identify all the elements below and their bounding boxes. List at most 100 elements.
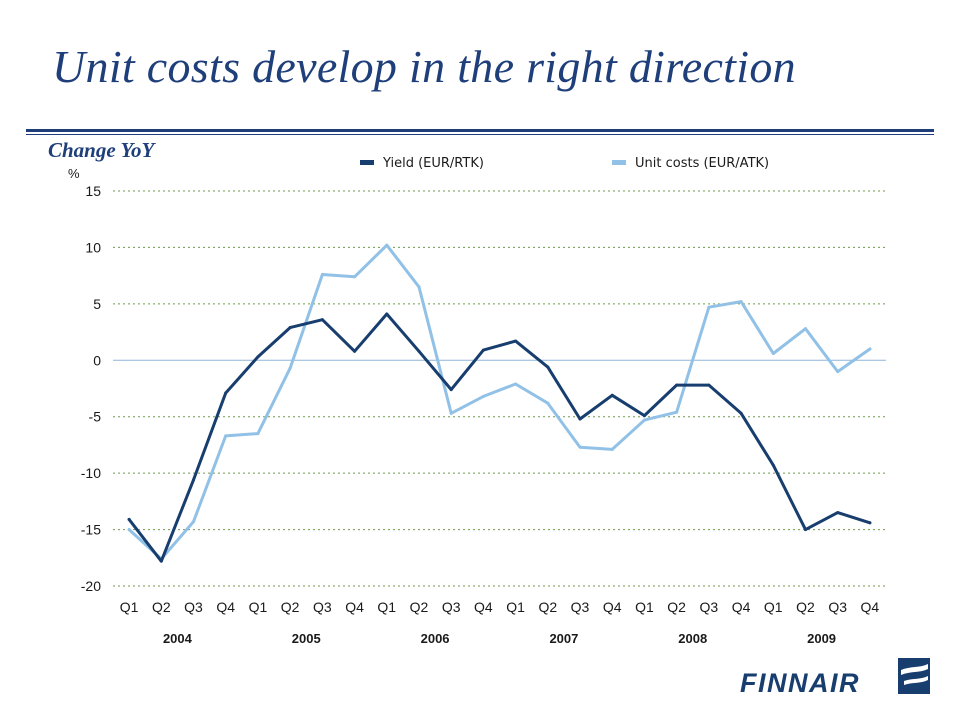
data-point — [675, 383, 679, 387]
y-axis-unit: % — [68, 166, 80, 181]
year-label: 2007 — [549, 631, 578, 646]
data-point — [610, 447, 614, 451]
data-point — [578, 417, 582, 421]
gridlines — [113, 190, 886, 587]
data-point — [224, 434, 228, 438]
title-divider — [26, 129, 934, 132]
data-point — [353, 349, 357, 353]
data-point — [514, 382, 518, 386]
x-tick-label: Q3 — [571, 599, 590, 615]
x-tick-label: Q3 — [442, 599, 461, 615]
x-tick-label: Q2 — [281, 599, 300, 615]
year-label: 2008 — [678, 631, 707, 646]
data-point — [449, 388, 453, 392]
x-tick-label: Q1 — [764, 599, 783, 615]
data-point — [675, 410, 679, 414]
data-point — [127, 528, 131, 532]
y-tick-label: -20 — [81, 578, 101, 594]
data-point — [481, 348, 485, 352]
data-point — [578, 445, 582, 449]
data-point — [771, 352, 775, 356]
legend-item: Yield (EUR/RTK) — [360, 156, 484, 171]
data-point — [836, 511, 840, 515]
data-point — [514, 339, 518, 343]
x-axis-quarter-ticks: Q1 Q2 Q3 Q4 Q1 Q2 Q3 Q4 Q1 Q2 Q3 Q4 Q1 Q2 Q3 Q4 Q1 Q2 Q3 Q4… — [120, 599, 880, 615]
x-tick-label: Q2 — [538, 599, 557, 615]
data-point — [192, 520, 196, 524]
chart-subtitle: Change YoY — [48, 138, 155, 162]
legend-item: Unit costs (EUR/ATK) — [612, 156, 769, 171]
x-tick-label: Q2 — [152, 599, 171, 615]
x-tick-label: Q1 — [506, 599, 525, 615]
y-axis-ticks: 15 10 5 0 -5 -10 -15 -20 — [81, 183, 101, 594]
data-point — [192, 478, 196, 482]
x-tick-label: Q1 — [120, 599, 139, 615]
data-point — [481, 394, 485, 398]
y-tick-label: -10 — [81, 465, 101, 481]
y-tick-label: 10 — [85, 239, 101, 255]
x-tick-label: Q2 — [410, 599, 429, 615]
x-tick-label: Q2 — [667, 599, 686, 615]
x-tick-label: Q3 — [313, 599, 332, 615]
series-points — [127, 243, 872, 561]
data-point — [836, 370, 840, 374]
data-point — [803, 528, 807, 532]
x-tick-label: Q3 — [700, 599, 719, 615]
data-point — [868, 521, 872, 525]
legend-swatch — [612, 160, 626, 165]
year-label: 2009 — [807, 631, 836, 646]
series-line-yield — [127, 312, 872, 563]
data-point — [546, 401, 550, 405]
data-point — [642, 414, 646, 418]
data-point — [127, 517, 131, 521]
title-divider-thin — [26, 134, 934, 135]
year-label: 2006 — [421, 631, 450, 646]
x-tick-label: Q3 — [184, 599, 203, 615]
legend-swatch — [360, 160, 374, 165]
x-tick-label: Q4 — [861, 599, 880, 615]
x-tick-label: Q4 — [216, 599, 235, 615]
chart-legend: Yield (EUR/RTK) Unit costs (EUR/ATK) — [360, 156, 769, 171]
slide-title: Unit costs develop in the right directio… — [52, 41, 796, 92]
data-point — [546, 365, 550, 369]
data-point — [224, 391, 228, 395]
data-point — [868, 347, 872, 351]
x-tick-label: Q1 — [377, 599, 396, 615]
legend-label: Unit costs (EUR/ATK) — [635, 156, 769, 171]
data-point — [256, 432, 260, 436]
finnair-wordmark: FINNAIR — [740, 668, 860, 696]
data-point — [739, 411, 743, 415]
data-point — [642, 418, 646, 422]
data-point — [385, 243, 389, 247]
data-point — [771, 463, 775, 467]
year-label: 2004 — [163, 631, 193, 646]
data-point — [449, 411, 453, 415]
y-tick-label: 15 — [85, 183, 101, 199]
data-point — [256, 355, 260, 359]
data-point — [707, 305, 711, 309]
finnair-logo: FINNAIR — [740, 658, 930, 696]
x-axis-year-labels: 2004 2005 2006 2007 2008 2009 — [163, 631, 836, 646]
x-tick-label: Q1 — [249, 599, 268, 615]
data-point — [288, 326, 292, 330]
y-tick-label: 5 — [93, 296, 101, 312]
legend-label: Yield (EUR/RTK) — [382, 156, 484, 171]
data-point — [320, 273, 324, 277]
data-point — [353, 275, 357, 279]
x-tick-label: Q3 — [828, 599, 847, 615]
x-tick-label: Q4 — [732, 599, 751, 615]
data-point — [610, 393, 614, 397]
data-point — [417, 349, 421, 353]
x-tick-label: Q2 — [796, 599, 815, 615]
x-tick-label: Q4 — [603, 599, 622, 615]
data-point — [707, 383, 711, 387]
year-label: 2005 — [292, 631, 321, 646]
data-point — [385, 312, 389, 316]
data-point — [159, 559, 163, 563]
x-tick-label: Q4 — [474, 599, 493, 615]
x-tick-label: Q1 — [635, 599, 654, 615]
x-tick-label: Q4 — [345, 599, 364, 615]
data-point — [417, 285, 421, 289]
finnair-flag-icon — [898, 658, 930, 694]
